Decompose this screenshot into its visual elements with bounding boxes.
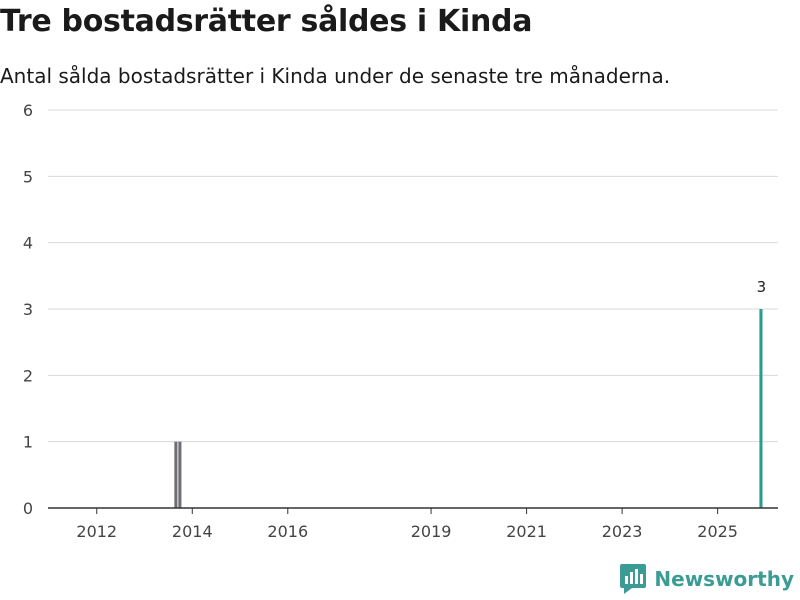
y-tick-label: 4 [23, 234, 33, 253]
bar [174, 441, 178, 508]
newsworthy-logo-icon [620, 564, 647, 594]
x-tick-label: 2012 [76, 522, 117, 541]
x-tick-label: 2016 [267, 522, 308, 541]
y-tick-label: 3 [23, 300, 33, 319]
y-tick-label: 2 [23, 366, 33, 385]
bars [174, 309, 763, 508]
x-tick-label: 2014 [172, 522, 213, 541]
chart-title: Tre bostadsrätter såldes i Kinda [0, 4, 533, 39]
y-tick-label: 0 [23, 499, 33, 518]
x-tick-label: 2023 [602, 522, 643, 541]
y-axis-ticks: 0 1 2 3 4 5 6 [23, 101, 33, 518]
bar [178, 441, 182, 508]
bar-value-label: 3 [757, 278, 767, 296]
brand-logo: Newsworthy [620, 564, 794, 594]
chart-subtitle: Antal sålda bostadsrätter i Kinda under … [0, 64, 671, 88]
x-tick-label: 2021 [506, 522, 547, 541]
bar-highlight [759, 309, 763, 508]
annotation-bg [756, 277, 767, 297]
y-tick-label: 6 [23, 101, 33, 120]
y-tick-label: 1 [23, 433, 33, 452]
x-tick-label: 2025 [697, 522, 738, 541]
x-tick-label: 2019 [411, 522, 452, 541]
gridlines [48, 109, 778, 443]
annotation: 3 [756, 277, 767, 297]
brand-name: Newsworthy [654, 567, 794, 591]
x-axis-ticks: 2012 2014 2016 2019 2021 2023 2025 [76, 508, 738, 541]
y-tick-label: 5 [23, 167, 33, 186]
